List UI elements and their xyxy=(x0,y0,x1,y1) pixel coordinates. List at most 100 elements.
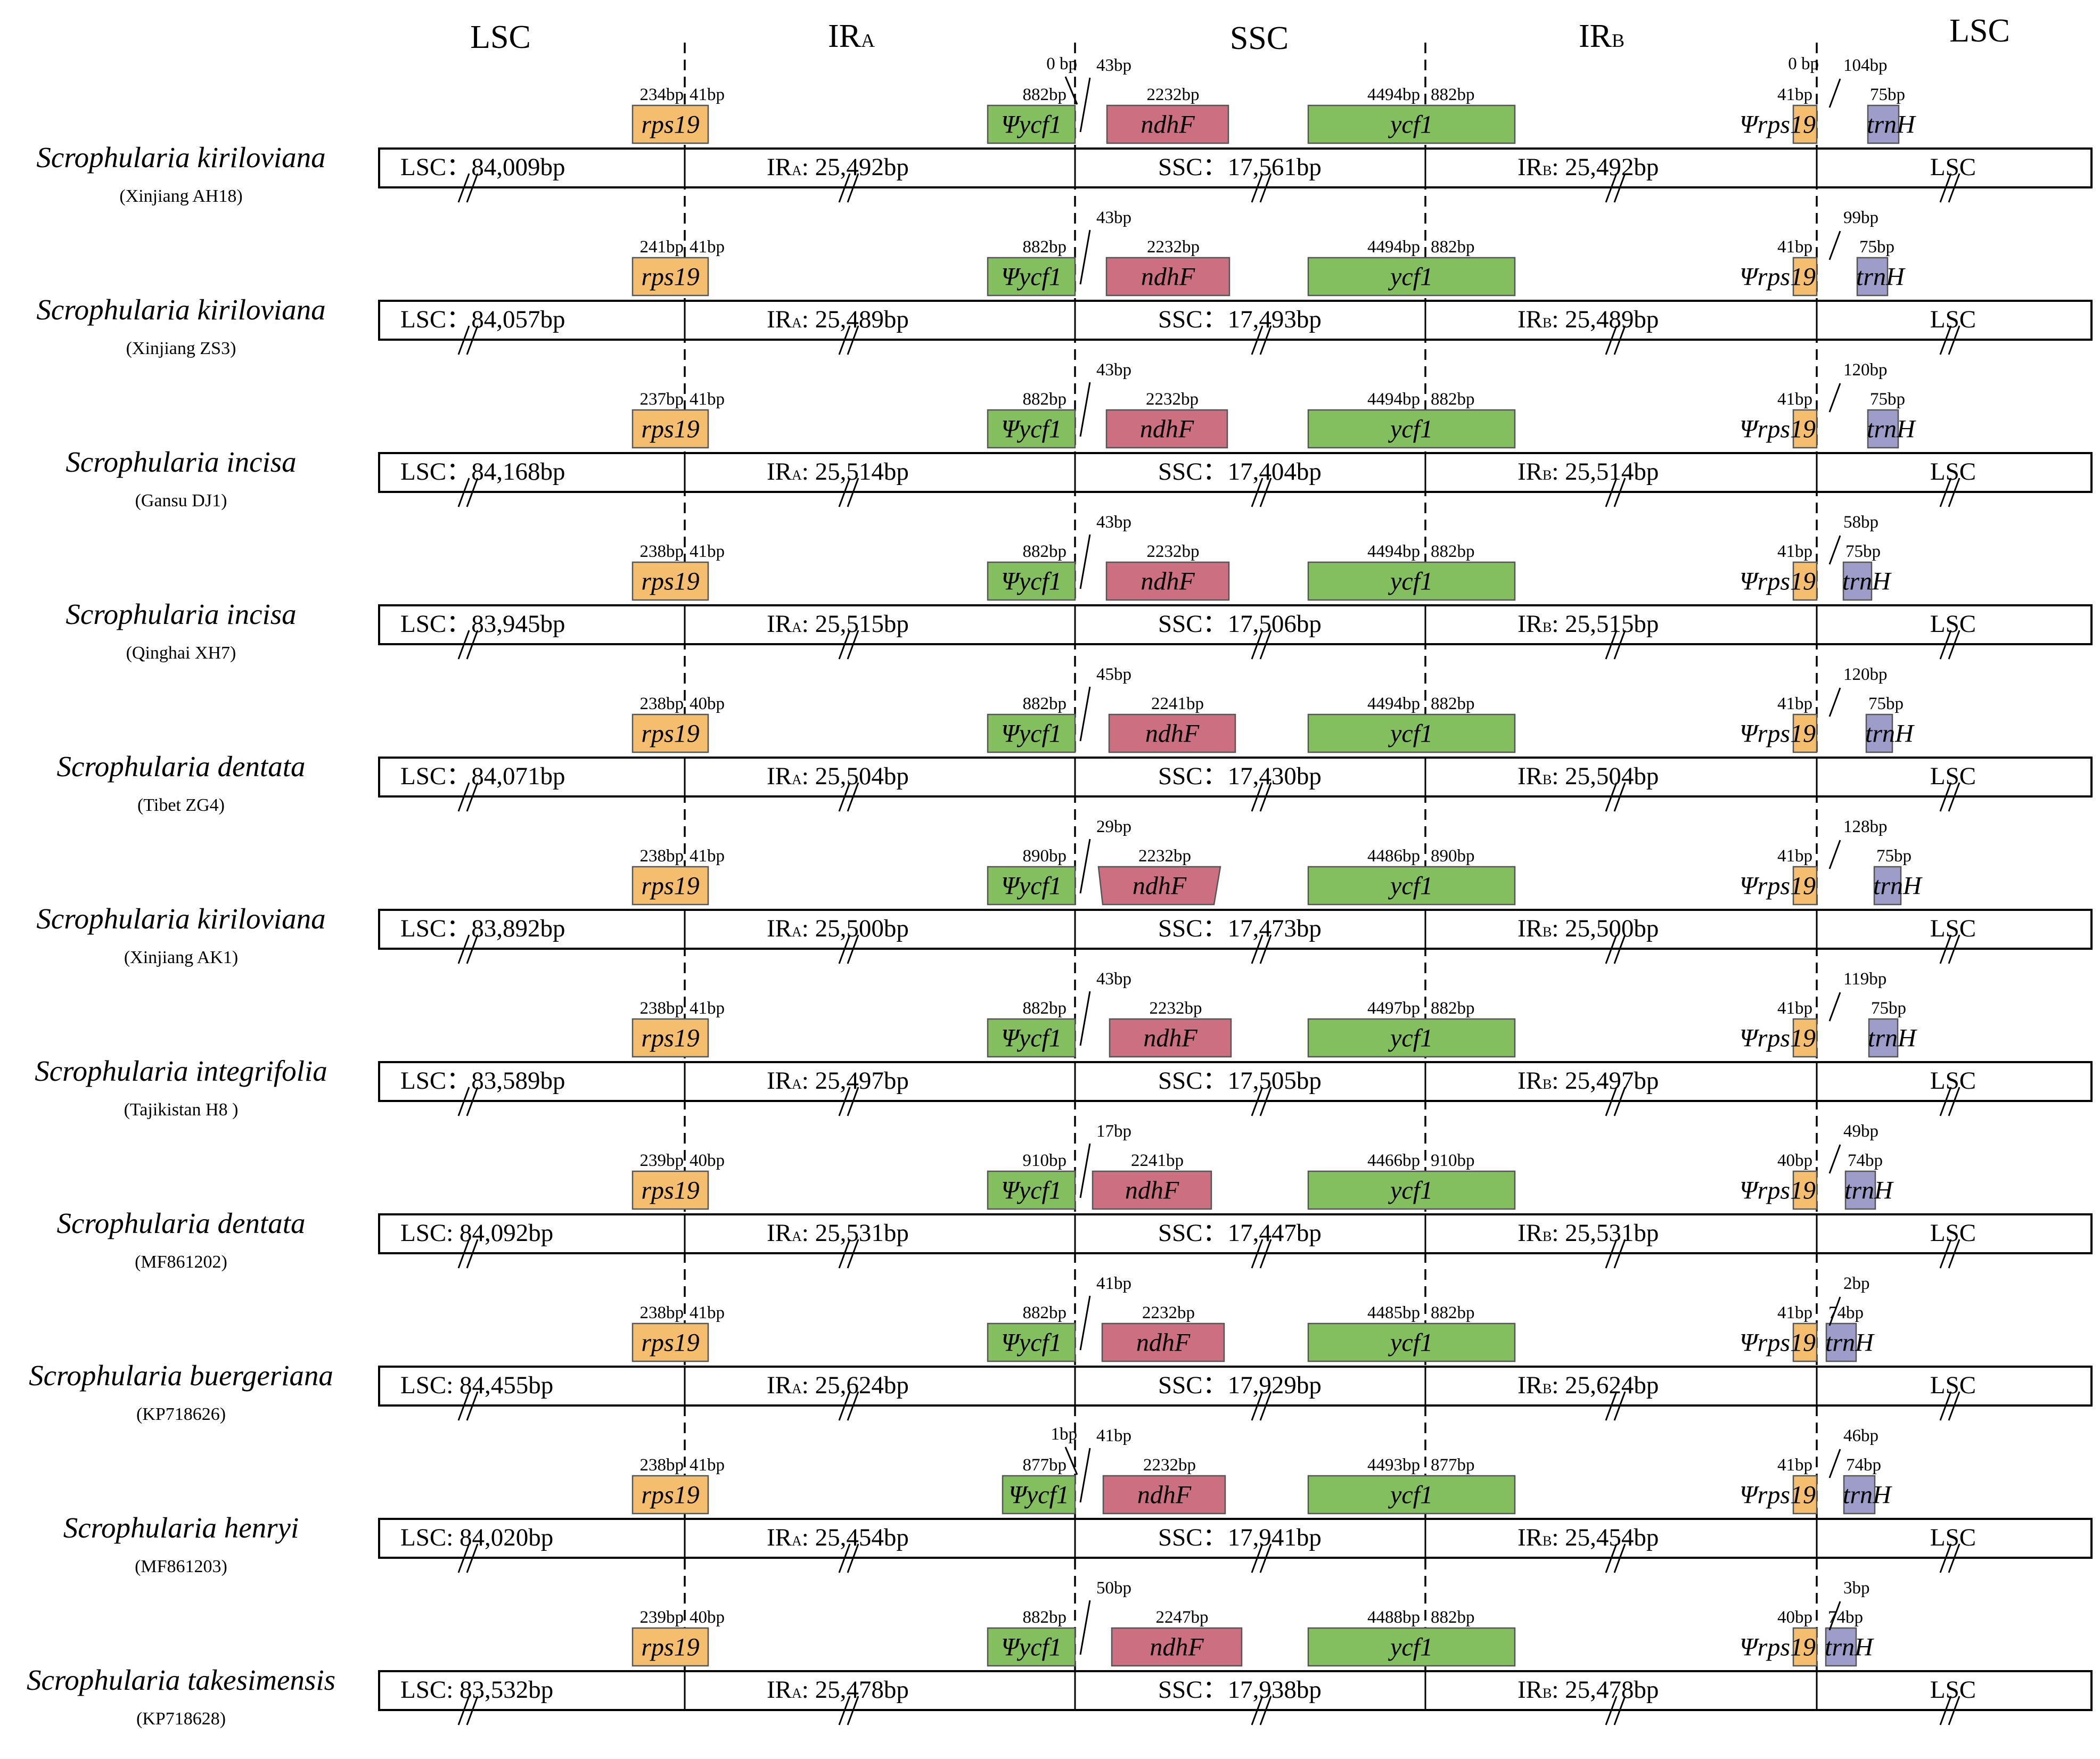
rps19-ir-bp: 40bp xyxy=(690,694,725,713)
psi-ycf1-bp: 882bp xyxy=(1023,237,1067,257)
species-row: Scrophularia henryi(MF861203)LSC: 84,020… xyxy=(63,1425,2093,1576)
psi-rps19-box xyxy=(1792,1018,1818,1058)
psi-rps19-label: Ψrps19 xyxy=(1740,263,1816,291)
psi-ycf1-label: Ψycf1 xyxy=(1001,568,1062,596)
ira-length: IRA: 25,489bp xyxy=(767,306,909,333)
junction-lines xyxy=(684,43,1818,1677)
lsc-tail: LSC xyxy=(1930,1524,1976,1551)
psi-rps19-bp: 41bp xyxy=(1777,85,1812,104)
ycf1-ir-bp: 877bp xyxy=(1431,1456,1475,1475)
trnh-label: trnH xyxy=(1867,415,1916,443)
ndhf-gap-leader xyxy=(1079,77,1091,133)
species-locality: (Xinjiang AH18) xyxy=(119,186,242,206)
psi-rps19-label: Ψrps19 xyxy=(1740,720,1816,748)
break-mark xyxy=(1251,1391,1264,1421)
break-mark xyxy=(847,1391,859,1421)
ycf1-label: ycf1 xyxy=(1388,1481,1433,1509)
trnh-box xyxy=(1865,713,1893,753)
break-mark xyxy=(1259,173,1272,203)
psi-ycf1-label: Ψycf1 xyxy=(1001,720,1062,748)
break-mark xyxy=(1948,1543,1960,1573)
species-row: Scrophularia dentata(MF861202)LSC: 84,09… xyxy=(57,1122,2093,1272)
break-mark xyxy=(838,630,851,660)
genome-bar xyxy=(378,1518,2093,1559)
ycf1-ssc-bp: 4488bp xyxy=(1367,1608,1420,1627)
ycf1-ssc-bp: 4497bp xyxy=(1367,999,1420,1018)
ssc-length: SSC：17,493bp xyxy=(1158,306,1322,333)
species-locality: (KP718628) xyxy=(136,1709,226,1729)
trnh-box xyxy=(1844,1170,1876,1210)
species-locality: (Tajikistan H8 ) xyxy=(124,1100,239,1120)
break-mark xyxy=(1251,782,1264,812)
rps19-ir-bp: 41bp xyxy=(690,542,725,561)
rps19-label: rps19 xyxy=(641,1481,699,1509)
psi-ycf1-bp: 882bp xyxy=(1023,85,1067,104)
break-mark xyxy=(1251,1087,1264,1116)
break-mark xyxy=(1948,1087,1960,1116)
break-mark xyxy=(847,325,859,355)
ndhf-label: ndhF xyxy=(1137,1481,1192,1509)
rps19-box xyxy=(631,409,709,449)
psi-ycf1-bp: 910bp xyxy=(1023,1151,1067,1170)
ndhf-gap-leader xyxy=(1079,534,1091,589)
ndhf-gap-bp: 45bp xyxy=(1096,665,1131,684)
ycf1-box xyxy=(1307,104,1516,144)
ndhf-label: ndhF xyxy=(1143,1024,1197,1053)
psi-ycf1-box xyxy=(987,1627,1076,1667)
rps19-box xyxy=(631,1322,709,1362)
ndhf-gap-bp: 29bp xyxy=(1096,817,1131,836)
psi-ycf1-box xyxy=(987,1018,1076,1058)
ndhf-gap-bp: 43bp xyxy=(1096,360,1131,380)
ssc-length: SSC：17,561bp xyxy=(1158,153,1322,181)
psi-rps19-bp: 41bp xyxy=(1777,846,1812,866)
ycf1-box xyxy=(1307,409,1516,449)
psi-rps19-box xyxy=(1792,104,1818,144)
species-name: Scrophularia incisa xyxy=(65,598,296,630)
break-mark xyxy=(838,173,851,203)
ndhf-label: ndhF xyxy=(1141,111,1195,139)
rps19-lsc-bp: 238bp xyxy=(640,999,684,1018)
irb-length: IRB: 25,454bp xyxy=(1517,1524,1659,1551)
psi-ycf1-box xyxy=(987,257,1076,297)
ycf1-ir-bp: 882bp xyxy=(1431,390,1475,409)
break-mark xyxy=(1605,1239,1618,1269)
trnh-gap-bp: 104bp xyxy=(1843,56,1888,75)
ira-length: IRA: 25,497bp xyxy=(767,1067,909,1095)
psi-rps19-box xyxy=(1792,561,1818,601)
break-mark xyxy=(1939,630,1952,660)
ira-ssc-gap-bp: 0 bp xyxy=(1046,54,1077,73)
ycf1-box xyxy=(1307,1018,1516,1058)
ndhf-label: ndhF xyxy=(1140,415,1194,443)
break-mark xyxy=(457,1391,470,1421)
rps19-lsc-bp: 238bp xyxy=(640,846,684,866)
break-mark xyxy=(466,1391,479,1421)
ndhf-gap-leader xyxy=(1079,1143,1091,1198)
break-mark xyxy=(457,1543,470,1573)
rps19-box xyxy=(631,713,709,753)
trnh-gap-bp: 58bp xyxy=(1843,513,1878,532)
break-mark xyxy=(1605,1087,1618,1116)
ycf1-ir-bp: 882bp xyxy=(1431,85,1475,104)
rps19-lsc-bp: 239bp xyxy=(640,1151,684,1170)
psi-rps19-box xyxy=(1792,1627,1818,1667)
irb-length: IRB: 25,515bp xyxy=(1517,610,1659,638)
ndhf-gap-leader xyxy=(1079,686,1091,742)
break-mark xyxy=(1939,1239,1952,1269)
break-mark xyxy=(1613,782,1626,812)
break-mark xyxy=(1251,630,1264,660)
trnh-gap-bp: 119bp xyxy=(1843,969,1886,989)
break-mark xyxy=(1259,1391,1272,1421)
break-mark xyxy=(1939,1391,1952,1421)
species-row: Scrophularia kiriloviana (Xinjiang AK1) LS… xyxy=(36,817,2093,967)
psi-ycf1-box xyxy=(987,561,1076,601)
ssc-length: SSC：17,506bp xyxy=(1158,610,1322,638)
trnh-box xyxy=(1867,104,1900,144)
rps19-lsc-bp: 239bp xyxy=(640,1608,684,1627)
ndhf-box xyxy=(1108,713,1236,753)
break-mark xyxy=(457,478,470,507)
ndhf-length-bp: 2241bp xyxy=(1151,694,1204,713)
trnh-length-bp: 74bp xyxy=(1848,1151,1883,1170)
psi-ycf1-label: Ψycf1 xyxy=(1001,263,1062,291)
ycf1-label: ycf1 xyxy=(1388,568,1433,596)
lsc-tail: LSC xyxy=(1930,915,1976,942)
